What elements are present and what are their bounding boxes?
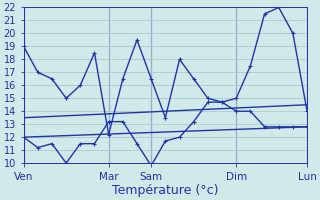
X-axis label: Température (°c): Température (°c)	[112, 184, 219, 197]
